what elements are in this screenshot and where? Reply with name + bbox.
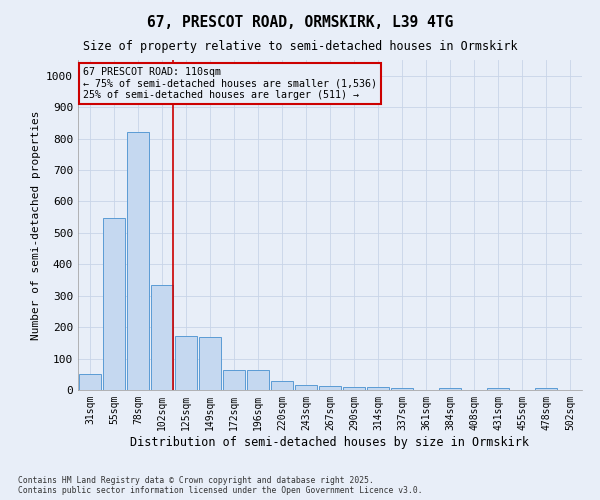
Bar: [199, 336, 221, 390]
Bar: [151, 284, 173, 390]
Bar: [319, 386, 341, 390]
Bar: [247, 370, 269, 390]
Bar: [535, 388, 557, 390]
Bar: [487, 388, 509, 390]
Bar: [223, 370, 245, 390]
Bar: [127, 132, 149, 390]
Bar: [271, 380, 293, 390]
Bar: [439, 388, 461, 390]
Bar: [295, 386, 317, 390]
Bar: [391, 388, 413, 390]
Bar: [343, 387, 365, 390]
Text: Contains HM Land Registry data © Crown copyright and database right 2025.
Contai: Contains HM Land Registry data © Crown c…: [18, 476, 422, 495]
Y-axis label: Number of semi-detached properties: Number of semi-detached properties: [31, 110, 41, 340]
Text: Size of property relative to semi-detached houses in Ormskirk: Size of property relative to semi-detach…: [83, 40, 517, 53]
Bar: [175, 336, 197, 390]
X-axis label: Distribution of semi-detached houses by size in Ormskirk: Distribution of semi-detached houses by …: [131, 436, 530, 448]
Bar: [367, 387, 389, 390]
Bar: [79, 374, 101, 390]
Text: 67 PRESCOT ROAD: 110sqm
← 75% of semi-detached houses are smaller (1,536)
25% of: 67 PRESCOT ROAD: 110sqm ← 75% of semi-de…: [83, 66, 377, 100]
Text: 67, PRESCOT ROAD, ORMSKIRK, L39 4TG: 67, PRESCOT ROAD, ORMSKIRK, L39 4TG: [147, 15, 453, 30]
Bar: [103, 218, 125, 390]
